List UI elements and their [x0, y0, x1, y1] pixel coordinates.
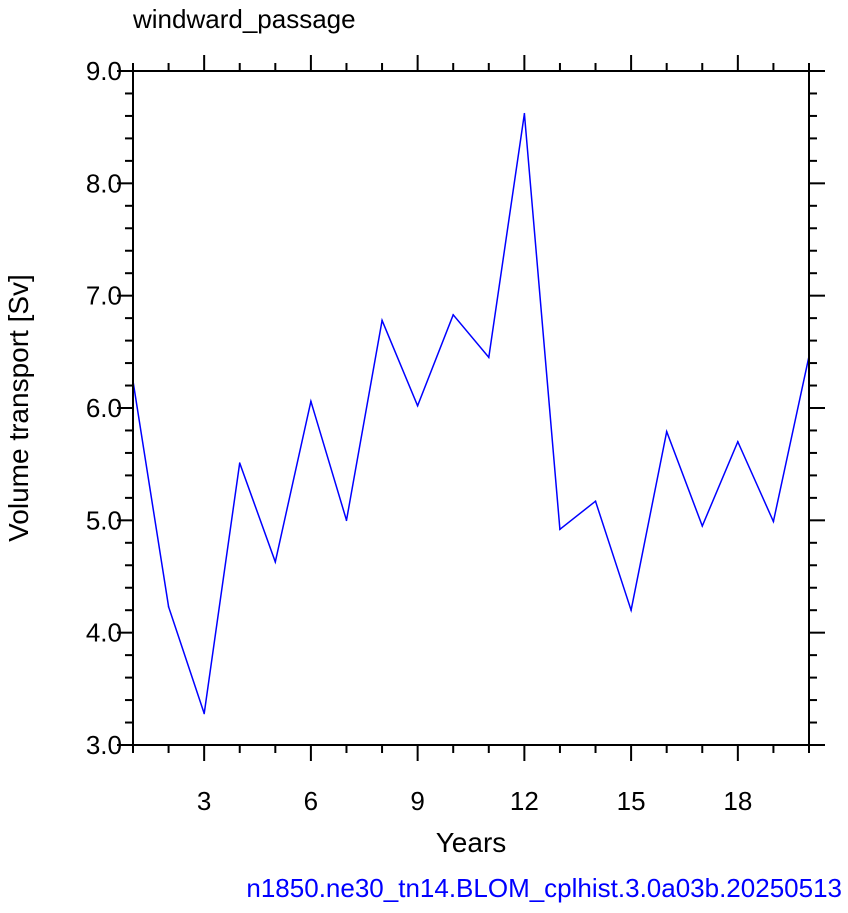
y-tick-label: 9.0: [86, 56, 122, 86]
y-tick-label: 8.0: [86, 168, 122, 198]
data-point: [274, 561, 277, 563]
data-point: [559, 528, 561, 531]
series-layer: [132, 112, 810, 715]
data-point: [452, 313, 455, 316]
data-point: [416, 404, 419, 407]
data-point: [345, 519, 348, 522]
y-axis-label: Volume transport [Sv]: [3, 274, 34, 542]
plot-frame: [132, 70, 810, 746]
data-point: [701, 525, 704, 527]
data-point: [594, 500, 597, 503]
x-tick-labels: 3 6 9 12 15 18: [197, 786, 752, 816]
series-line: [132, 113, 810, 714]
y-tick-label: 3.0: [86, 730, 122, 760]
x-tick-label: 9: [410, 786, 424, 816]
data-point: [523, 112, 526, 115]
data-point: [167, 606, 170, 608]
axis-ticks: [117, 55, 825, 761]
x-tick-label: 12: [510, 786, 539, 816]
run-caption: n1850.ne30_tn14.BLOM_cplhist.3.0a03b.202…: [246, 873, 842, 903]
data-point: [310, 400, 312, 403]
data-point: [737, 440, 739, 443]
x-tick-label: 15: [617, 786, 646, 816]
x-axis-label: Years: [436, 827, 507, 858]
data-point: [487, 356, 490, 359]
x-tick-label: 18: [723, 786, 752, 816]
data-point: [772, 520, 775, 523]
x-tick-label: 6: [304, 786, 318, 816]
data-point: [665, 430, 668, 433]
data-point: [381, 319, 383, 322]
y-tick-labels: 3.0 4.0 5.0 6.0 7.0 8.0 9.0: [86, 56, 122, 760]
data-point: [203, 712, 205, 715]
x-tick-label: 3: [197, 786, 211, 816]
chart-title: windward_passage: [132, 4, 356, 34]
y-tick-label: 6.0: [86, 393, 122, 423]
y-tick-label: 5.0: [86, 505, 122, 535]
data-point: [630, 609, 632, 611]
data-point: [238, 462, 241, 464]
y-tick-label: 7.0: [86, 281, 122, 311]
y-tick-label: 4.0: [86, 618, 122, 648]
